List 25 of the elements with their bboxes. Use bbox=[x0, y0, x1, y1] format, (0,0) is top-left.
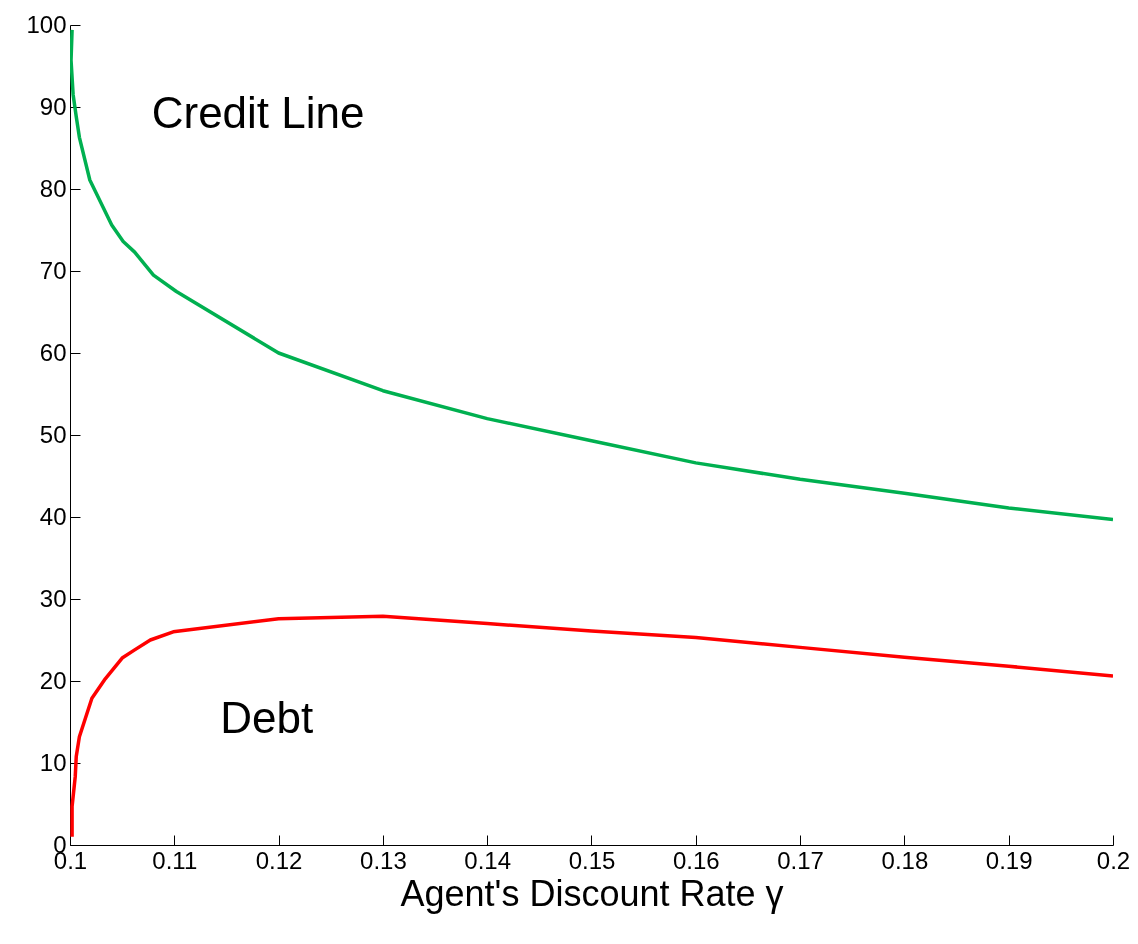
x-tick-label: 0.15 bbox=[568, 846, 616, 874]
y-tick-label: 50 bbox=[39, 420, 67, 448]
series-label: Debt bbox=[220, 693, 314, 742]
y-tick-label: 100 bbox=[26, 10, 67, 38]
y-tick-label: 70 bbox=[39, 256, 67, 284]
x-tick-label: 0.13 bbox=[360, 846, 407, 874]
x-tick-label: 0.2 bbox=[1096, 846, 1131, 874]
y-tick-label: 20 bbox=[39, 666, 67, 694]
x-tick-label: 0.16 bbox=[672, 846, 720, 874]
series-label: Credit Line bbox=[151, 88, 365, 138]
y-tick-label: 10 bbox=[39, 748, 67, 776]
y-tick-label: 60 bbox=[39, 338, 67, 366]
x-tick-label: 0.14 bbox=[464, 846, 512, 874]
line-series bbox=[70, 614, 1113, 839]
y-tick-label: 30 bbox=[39, 584, 67, 612]
y-tick-label: 90 bbox=[39, 92, 67, 120]
x-tick-label: 0.12 bbox=[255, 846, 303, 874]
y-tick-label: 40 bbox=[39, 502, 67, 530]
x-tick-label: 0.11 bbox=[152, 846, 198, 874]
x-tick-label: 0.19 bbox=[985, 846, 1033, 874]
x-axis-title: Agent's Discount Rate γ bbox=[400, 872, 784, 914]
x-tick-label: 0.18 bbox=[881, 846, 929, 874]
line-series bbox=[70, 28, 1113, 522]
x-tick-label: 0.17 bbox=[777, 846, 824, 874]
y-tick-label: 80 bbox=[39, 174, 67, 202]
